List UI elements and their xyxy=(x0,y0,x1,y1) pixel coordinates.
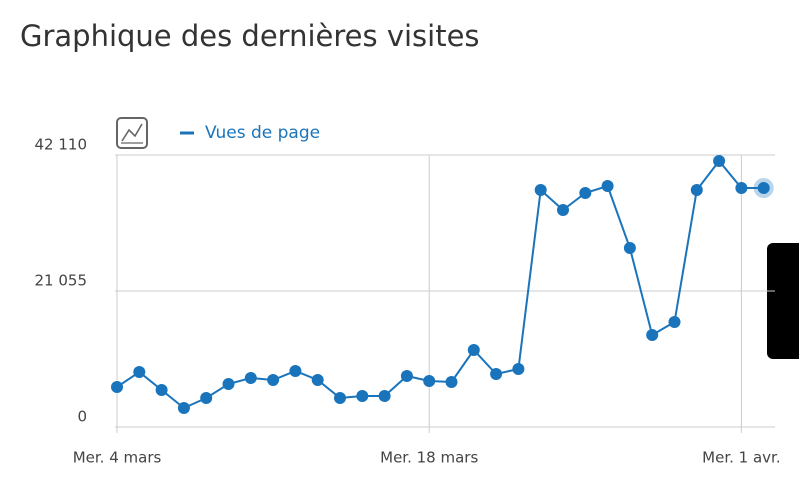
data-point xyxy=(735,182,748,195)
data-point xyxy=(334,391,346,404)
data-point xyxy=(267,374,280,387)
data-point xyxy=(668,316,681,329)
x-tick-label: Mer. 18 mars xyxy=(380,449,478,467)
side-panel-toggle[interactable] xyxy=(767,243,799,359)
data-point xyxy=(512,362,525,375)
data-point xyxy=(467,343,480,356)
data-point xyxy=(690,184,703,197)
chart-title: Graphique des dernières visites xyxy=(20,19,480,53)
data-point xyxy=(133,365,146,378)
data-point xyxy=(713,155,726,168)
data-point xyxy=(200,391,213,404)
y-tick-label: 21 055 xyxy=(35,272,88,290)
data-point xyxy=(111,380,123,393)
data-point xyxy=(356,389,369,402)
data-point xyxy=(490,367,503,380)
data-point xyxy=(757,182,770,195)
data-point xyxy=(244,371,257,384)
series-line xyxy=(116,159,764,410)
data-point xyxy=(400,369,413,382)
y-tick-label: 0 xyxy=(77,408,87,426)
data-point xyxy=(579,187,592,200)
data-point xyxy=(601,180,614,193)
data-point xyxy=(623,242,636,255)
data-point xyxy=(534,184,547,197)
data-point xyxy=(423,374,436,387)
x-tick-label: Mer. 1 avr. xyxy=(702,449,780,467)
x-tick-label: Mer. 4 mars xyxy=(73,449,162,467)
data-point xyxy=(155,384,168,397)
data-point xyxy=(311,374,324,387)
data-point xyxy=(289,364,302,377)
data-point xyxy=(222,378,235,391)
data-point xyxy=(445,376,458,389)
data-point xyxy=(646,329,659,342)
data-point xyxy=(557,204,569,217)
chart-type-icon[interactable] xyxy=(116,117,148,149)
data-point xyxy=(378,389,391,402)
data-point xyxy=(177,401,190,414)
legend-label: Vues de page xyxy=(205,123,320,143)
y-tick-label: 42 110 xyxy=(35,136,88,154)
